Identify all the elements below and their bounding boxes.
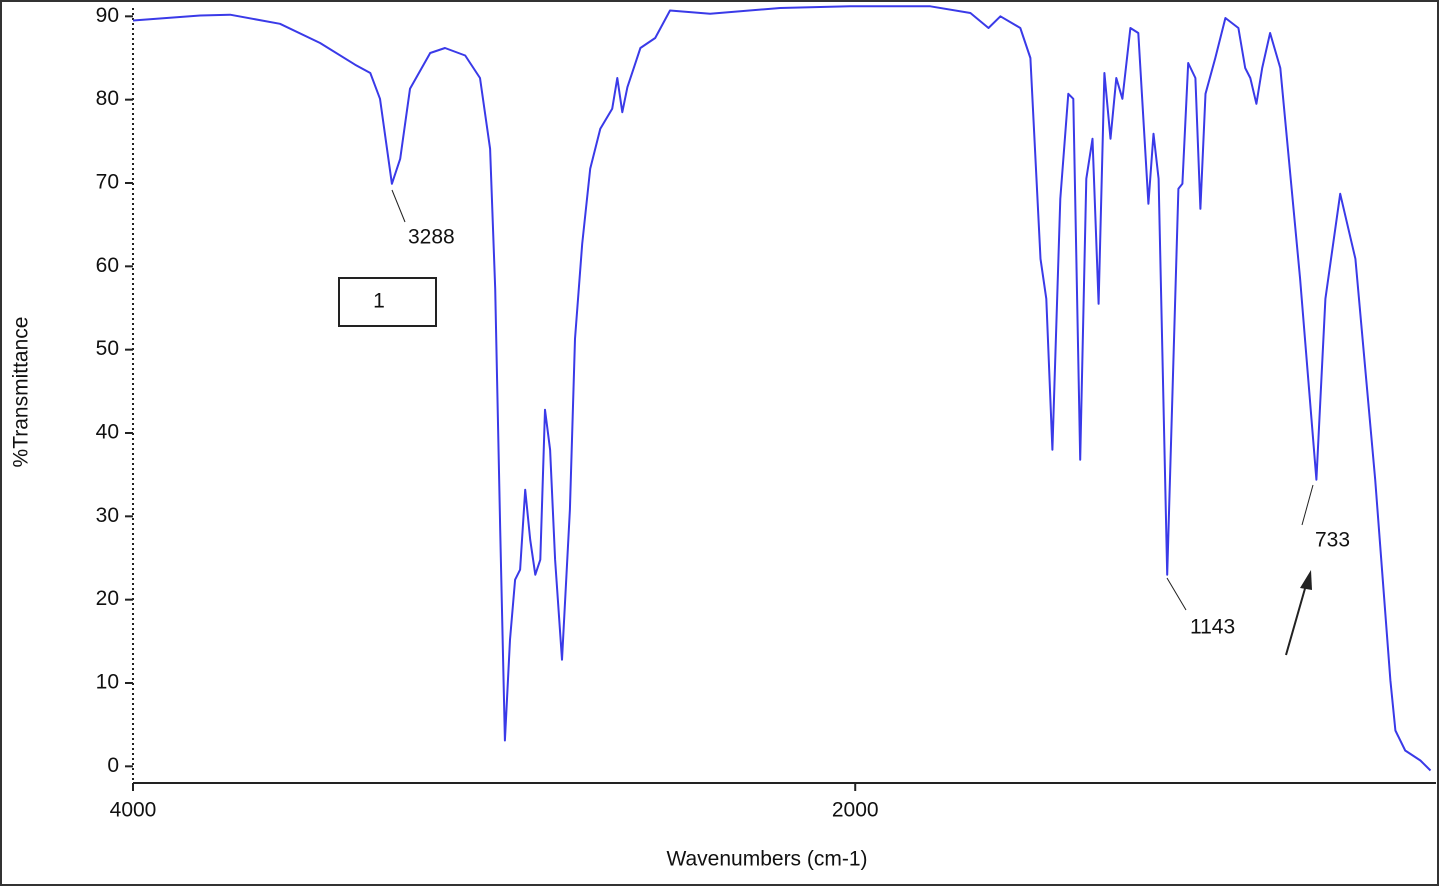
x-tick-label: 4000 <box>110 799 157 822</box>
annotation: 733 <box>1315 529 1350 552</box>
leader-line <box>391 189 406 223</box>
annotation: 3288 <box>408 226 455 249</box>
y-tick-label: 40 <box>96 421 119 444</box>
y-tick-label: 30 <box>96 504 119 527</box>
arrow-shaft <box>1285 584 1307 656</box>
label-box <box>338 277 437 327</box>
annotation: 1143 <box>1190 616 1235 639</box>
y-tick-label: 10 <box>96 671 119 694</box>
spectrum-line <box>132 5 1432 772</box>
leader-line <box>1301 484 1314 526</box>
leader-line <box>1166 577 1187 611</box>
arrow-head <box>1300 570 1312 590</box>
x-tick-label: 2000 <box>832 799 879 822</box>
y-tick-label: 60 <box>96 254 119 277</box>
y-tick-label: 80 <box>96 87 119 110</box>
y-tick-label: 90 <box>96 4 119 27</box>
y-tick-label: 70 <box>96 171 119 194</box>
y-tick-label: 0 <box>107 754 119 777</box>
x-axis-label: Wavenumbers (cm-1) <box>666 848 867 871</box>
y-tick-label: 20 <box>96 587 119 610</box>
y-tick-label: 50 <box>96 337 119 360</box>
y-axis-label: %Transmittance <box>10 317 33 468</box>
label-box-text: 1 <box>373 290 385 313</box>
